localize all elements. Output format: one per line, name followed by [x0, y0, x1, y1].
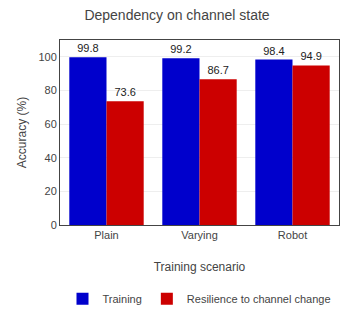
svg-text:20: 20 [45, 185, 57, 197]
svg-text:Plain: Plain [94, 229, 118, 241]
svg-text:99.8: 99.8 [77, 42, 98, 54]
svg-text:100: 100 [38, 51, 56, 63]
svg-text:80: 80 [45, 84, 57, 96]
svg-text:40: 40 [45, 152, 57, 164]
svg-text:Dependency on channel state: Dependency on channel state [84, 7, 269, 23]
svg-text:73.6: 73.6 [114, 86, 135, 98]
svg-text:60: 60 [45, 118, 57, 130]
svg-text:94.9: 94.9 [300, 50, 321, 62]
svg-text:Training: Training [103, 293, 142, 305]
svg-text:Varying: Varying [181, 229, 217, 241]
svg-text:99.2: 99.2 [170, 43, 191, 55]
svg-text:Robot: Robot [278, 229, 307, 241]
svg-text:86.7: 86.7 [207, 64, 228, 76]
svg-text:Training scenario: Training scenario [154, 260, 246, 274]
svg-text:Accuracy (%): Accuracy (%) [15, 97, 29, 168]
svg-text:Resilience to channel change: Resilience to channel change [187, 293, 331, 305]
svg-text:98.4: 98.4 [263, 45, 284, 57]
svg-text:0: 0 [51, 219, 57, 231]
